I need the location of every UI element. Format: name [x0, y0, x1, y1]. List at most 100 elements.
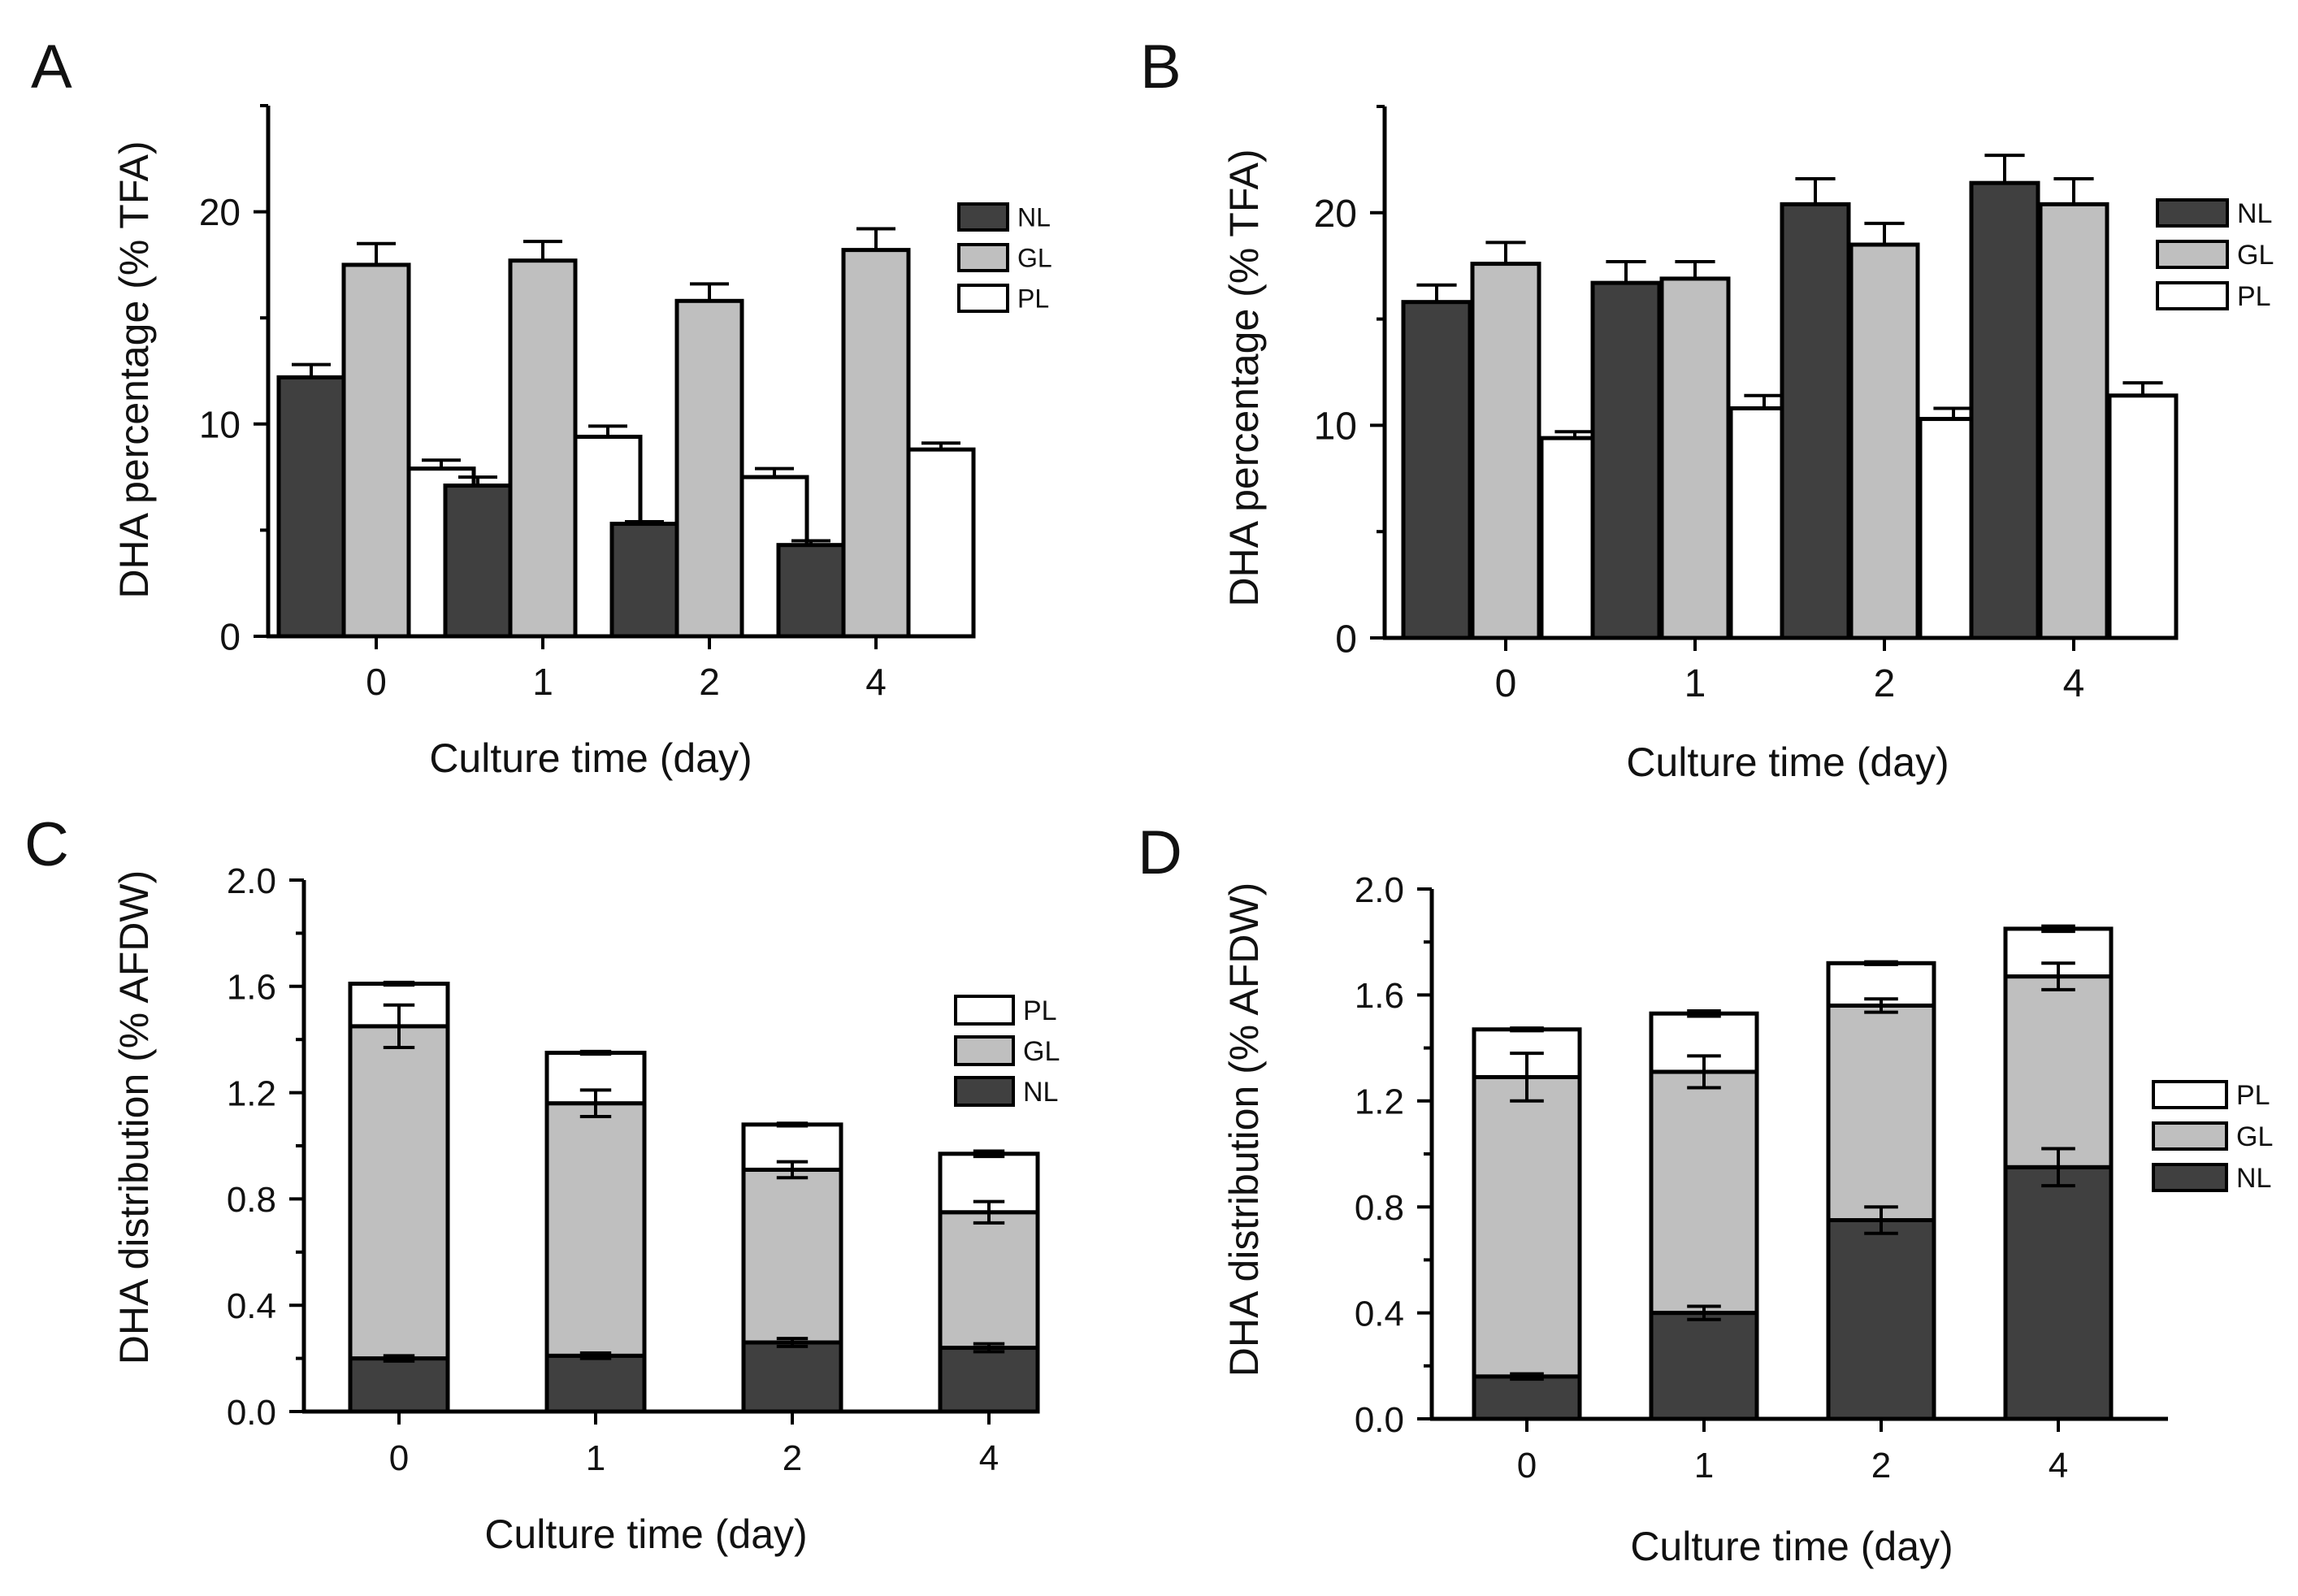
panel-c-x-tick-label-0: 0	[389, 1438, 409, 1478]
panel-a: A DHA percentage (% TFA) Culture time (d…	[31, 33, 1052, 781]
panel-c-x-tick-label-1: 1	[586, 1438, 605, 1478]
panel-a-bar-nl-day-4	[776, 543, 846, 639]
panel-c-x-tick-label-2: 2	[783, 1438, 802, 1478]
panel-b-y-axis-title: DHA percentage (% TFA)	[1221, 149, 1267, 606]
panel-b-bar-gl-day-0	[1470, 262, 1541, 640]
panel-a-legend-label-pl: PL	[1017, 284, 1049, 314]
panel-b-bar-nl-day-0	[1401, 300, 1472, 640]
panel-c: C DHA distribution (% AFDW) Culture time…	[24, 810, 1060, 1557]
panel-c-bar-nl-day-1	[544, 1353, 647, 1414]
panel-b-y-tick-label-20: 20	[1314, 193, 1357, 236]
panel-b-legend-swatch-gl	[2156, 240, 2229, 269]
panel-a-legend-label-gl: GL	[1017, 244, 1052, 273]
panel-d-y-tick-label-1.2: 1.2	[1355, 1082, 1404, 1122]
panel-d-bar-gl-day-1	[1649, 1069, 1759, 1316]
panel-c-y-tick-label-0.4: 0.4	[227, 1286, 276, 1326]
panel-b-legend-swatch-pl	[2156, 281, 2229, 310]
panel-c-legend-label-nl: NL	[1023, 1077, 1058, 1108]
panel-a-bar-gl-day-1	[508, 258, 578, 639]
panel-a-legend-label-nl: NL	[1017, 203, 1051, 232]
panel-b-legend: NL GL PL	[2156, 198, 2274, 312]
panel-d-legend-label-gl: GL	[2236, 1121, 2273, 1152]
panel-a-label: A	[31, 33, 72, 102]
panel-a-x-tick-label-4: 4	[865, 661, 887, 703]
panel-b-bar-nl-day-4	[1969, 180, 2040, 640]
panel-b-legend-label-gl: GL	[2237, 240, 2274, 271]
panel-d: D DHA distribution (% AFDW) Culture time…	[1138, 818, 2273, 1569]
panel-a-legend-swatch-gl	[957, 243, 1009, 272]
panel-b-y-tick-label-10: 10	[1314, 406, 1357, 449]
panel-b-x-tick-label-0: 0	[1495, 662, 1517, 705]
panel-a-y-axis-title: DHA percentage (% TFA)	[111, 141, 157, 598]
panel-a-x-tick-label-2: 2	[699, 661, 720, 703]
panel-a-legend: NL GL PL	[957, 202, 1052, 314]
panel-b-legend-label-pl: PL	[2237, 281, 2271, 312]
panel-d-bar-gl-day-4	[2003, 974, 2114, 1169]
panel-c-y-tick-label-1.2: 1.2	[227, 1073, 276, 1113]
panel-c-x-axis-title: Culture time (day)	[484, 1511, 807, 1557]
panel-b-y-tick-label-0: 0	[1335, 618, 1357, 661]
panel-c-y-tick-label-2.0: 2.0	[227, 861, 276, 901]
panel-d-x-axis-title: Culture time (day)	[1630, 1524, 1953, 1569]
panel-c-bar-nl-day-4	[938, 1346, 1040, 1414]
panel-c-y-axis-title: DHA distribution (% AFDW)	[111, 870, 157, 1364]
panel-d-bar-gl-day-0	[1472, 1074, 1582, 1379]
panel-a-bar-nl-day-2	[609, 522, 679, 639]
panel-c-y-tick-label-0.8: 0.8	[227, 1180, 276, 1220]
panel-b-bar-gl-day-4	[2038, 202, 2109, 640]
panel-d-x-tick-label-1: 1	[1694, 1446, 1714, 1485]
panel-a-y-tick-label-10: 10	[199, 403, 241, 445]
panel-c-label: C	[24, 810, 69, 879]
panel-d-x-tick-label-2: 2	[1871, 1446, 1891, 1485]
panel-b-x-tick-label-4: 4	[2063, 662, 2085, 705]
panel-a-bar-nl-day-0	[276, 375, 346, 639]
panel-b-label: B	[1140, 33, 1182, 102]
panel-a-bar-gl-day-0	[341, 262, 411, 639]
panel-d-y-tick-label-1.6: 1.6	[1355, 976, 1404, 1016]
panel-c-bar-gl-day-4	[938, 1210, 1040, 1351]
panel-b-x-axis-title: Culture time (day)	[1626, 739, 1949, 785]
panel-b-x-tick-label-2: 2	[1874, 662, 1896, 705]
panel-c-bar-nl-day-0	[348, 1356, 450, 1414]
panel-c-legend-swatch-pl	[954, 995, 1015, 1026]
panel-b: B DHA percentage (% TFA) Culture time (d…	[1140, 33, 2274, 785]
panel-c-y-tick-label-1.6: 1.6	[227, 968, 276, 1008]
panel-b-x-tick-label-1: 1	[1684, 662, 1706, 705]
panel-a-legend-swatch-nl	[957, 202, 1009, 232]
panel-d-legend-swatch-gl	[2152, 1121, 2228, 1151]
panel-d-y-tick-label-0.4: 0.4	[1355, 1294, 1404, 1334]
panel-d-y-axis-title: DHA distribution (% AFDW)	[1221, 883, 1267, 1377]
panel-c-bar-nl-day-2	[741, 1340, 843, 1414]
panel-a-bar-gl-day-2	[674, 298, 744, 639]
panel-b-bar-gl-day-2	[1849, 242, 1920, 640]
panel-d-y-tick-label-2.0: 2.0	[1355, 870, 1404, 910]
panel-b-legend-swatch-nl	[2156, 198, 2229, 228]
panel-a-x-tick-label-0: 0	[366, 661, 387, 703]
panel-c-legend-label-pl: PL	[1023, 995, 1057, 1026]
panel-a-bar-gl-day-4	[841, 248, 911, 639]
panel-d-y-tick-label-0.8: 0.8	[1355, 1188, 1404, 1228]
panel-c-bar-gl-day-2	[741, 1167, 843, 1345]
panel-d-legend-swatch-pl	[2152, 1080, 2228, 1109]
panel-c-legend: PL GL NL	[954, 995, 1060, 1108]
panel-a-bar-pl-day-4	[906, 447, 976, 639]
panel-c-bar-gl-day-1	[544, 1101, 647, 1358]
panel-b-legend-label-nl: NL	[2237, 198, 2272, 229]
panel-d-bar-gl-day-2	[1826, 1003, 1936, 1222]
panel-d-legend-label-pl: PL	[2236, 1080, 2270, 1111]
panel-a-bar-nl-day-1	[443, 484, 513, 639]
panel-d-x-tick-label-0: 0	[1517, 1446, 1537, 1485]
panel-a-x-tick-label-1: 1	[532, 661, 553, 703]
panel-b-bar-pl-day-4	[2107, 393, 2179, 640]
panel-a-y-tick-label-20: 20	[199, 191, 241, 233]
panel-b-bar-gl-day-1	[1659, 276, 1731, 640]
panel-d-legend: PL GL NL	[2152, 1080, 2273, 1194]
panel-c-legend-swatch-gl	[954, 1035, 1015, 1066]
panel-d-bar-nl-day-2	[1826, 1218, 1936, 1421]
panel-c-bar-gl-day-0	[348, 1024, 450, 1361]
panel-b-bar-nl-day-2	[1780, 202, 1851, 640]
panel-c-x-tick-label-4: 4	[979, 1438, 999, 1478]
panel-d-legend-label-nl: NL	[2236, 1163, 2271, 1194]
panel-d-legend-swatch-nl	[2152, 1163, 2228, 1192]
panel-c-legend-label-gl: GL	[1023, 1036, 1060, 1067]
